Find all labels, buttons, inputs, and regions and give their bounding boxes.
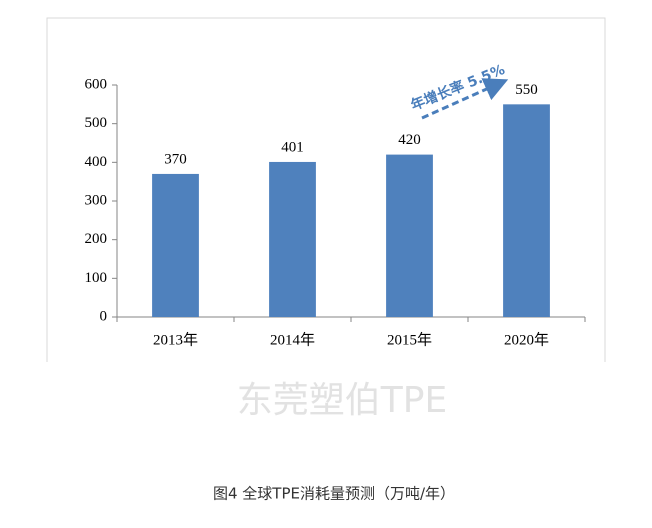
data-label: 401	[281, 139, 304, 155]
y-tick-label: 0	[100, 308, 108, 324]
growth-arrow	[421, 78, 509, 120]
caption: 图4 全球TPE消耗量预测（万吨/年）	[213, 485, 455, 503]
y-tick-label: 400	[85, 154, 108, 170]
data-label: 420	[398, 132, 421, 148]
y-tick-label: 600	[85, 76, 108, 92]
data-label: 370	[164, 151, 187, 167]
data-label: 550	[515, 82, 538, 98]
y-tick-label: 500	[85, 115, 108, 131]
y-tick-label: 200	[85, 231, 108, 247]
bar	[152, 173, 199, 317]
bar	[386, 154, 433, 317]
bar	[503, 104, 550, 317]
x-tick-label: 2014年	[270, 331, 315, 348]
y-tick-label: 300	[85, 192, 108, 208]
watermark: 东莞塑伯TPE	[237, 380, 447, 421]
bar	[269, 161, 316, 317]
x-tick-label: 2013年	[153, 331, 198, 348]
x-tick-label: 2020年	[504, 331, 549, 348]
chart-frame	[46, 17, 606, 362]
y-tick-label: 100	[85, 270, 108, 286]
annotation: 年增长率 5.5%	[408, 61, 507, 114]
x-tick-label: 2015年	[387, 331, 432, 348]
